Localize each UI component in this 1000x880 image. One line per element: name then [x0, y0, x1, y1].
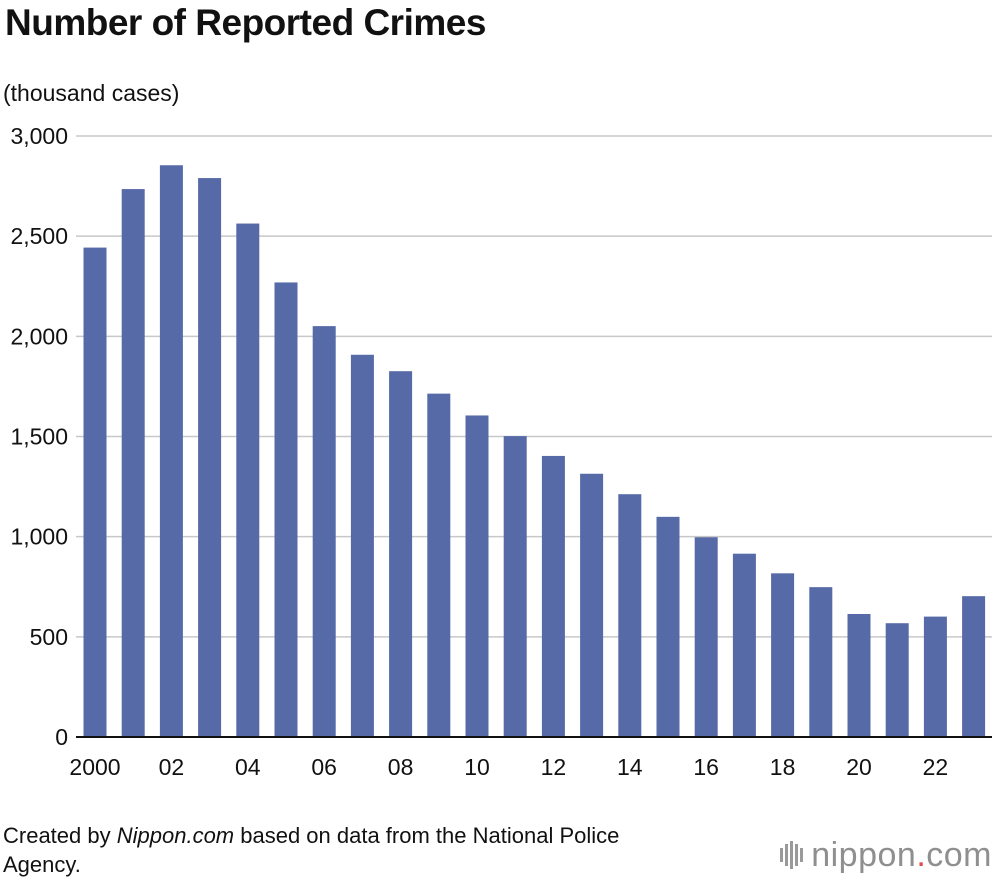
- x-tick-label: 20: [846, 754, 872, 780]
- bar-2022: [923, 616, 947, 737]
- x-axis-ticks: 2000 02 04 06 08 10 12 14 16 18 20 22: [69, 754, 948, 780]
- x-tick-label: 04: [235, 754, 261, 780]
- logo-wordmark: nippon.com: [811, 838, 992, 872]
- y-tick-label: 500: [30, 624, 68, 650]
- logo-name: nippon: [811, 836, 917, 874]
- bar-2010: [465, 415, 489, 737]
- y-tick-label: 0: [55, 724, 68, 750]
- bar-2017: [732, 553, 756, 737]
- bar-2000: [83, 247, 107, 737]
- y-axis-ticks: 0 500 1,000 1,500 2,000 2,500 3,000: [10, 123, 68, 750]
- source-suffix: based on data from the National Police A…: [3, 823, 620, 877]
- nippon-logo: nippon.com: [780, 838, 992, 872]
- bar-2001: [121, 189, 145, 738]
- x-tick-label: 08: [388, 754, 414, 780]
- bar-2013: [580, 473, 604, 737]
- bar-2016: [694, 537, 718, 737]
- bar-2019: [809, 587, 833, 737]
- bar-2009: [427, 393, 451, 737]
- y-tick-label: 2,500: [10, 223, 68, 249]
- y-tick-label: 1,000: [10, 524, 68, 550]
- source-prefix: Created by: [3, 823, 117, 848]
- logo-dot: .: [916, 836, 927, 874]
- bar-2020: [847, 613, 871, 737]
- gridlines: [76, 135, 992, 638]
- bar-2005: [274, 282, 298, 737]
- bar-2015: [656, 516, 680, 737]
- x-tick-label: 22: [923, 754, 949, 780]
- x-tick-label: 12: [541, 754, 567, 780]
- bar-2002: [159, 165, 183, 738]
- y-tick-label: 1,500: [10, 424, 68, 450]
- bar-2023: [962, 596, 986, 737]
- bar-2021: [885, 623, 909, 737]
- y-tick-label: 3,000: [10, 123, 68, 149]
- bar-2018: [771, 573, 795, 737]
- bar-2012: [541, 455, 565, 737]
- source-note: Created by Nippon.com based on data from…: [3, 821, 663, 879]
- bars: [83, 165, 986, 738]
- bar-2003: [198, 178, 222, 737]
- bar-2014: [618, 494, 642, 737]
- bar-2008: [389, 371, 413, 737]
- x-tick-label: 16: [693, 754, 719, 780]
- chart-title: Number of Reported Crimes: [5, 2, 486, 43]
- y-tick-label: 2,000: [10, 323, 68, 349]
- x-tick-label: 2000: [69, 754, 120, 780]
- y-axis-unit-label: (thousand cases): [3, 80, 180, 106]
- logo-bars-icon: [780, 841, 804, 869]
- source-site: Nippon.com: [116, 823, 235, 848]
- logo-tld: com: [926, 836, 992, 874]
- bar-2011: [503, 436, 527, 737]
- x-tick-label: 02: [159, 754, 185, 780]
- x-tick-label: 14: [617, 754, 643, 780]
- x-tick-label: 18: [770, 754, 796, 780]
- bar-2006: [312, 326, 336, 737]
- bar-2004: [236, 223, 260, 738]
- bar-chart: 0 500 1,000 1,500 2,000 2,500 3,000 2000 02 04 06…: [10, 123, 992, 780]
- x-tick-label: 06: [311, 754, 337, 780]
- bar-2007: [350, 354, 374, 737]
- x-tick-label: 10: [464, 754, 490, 780]
